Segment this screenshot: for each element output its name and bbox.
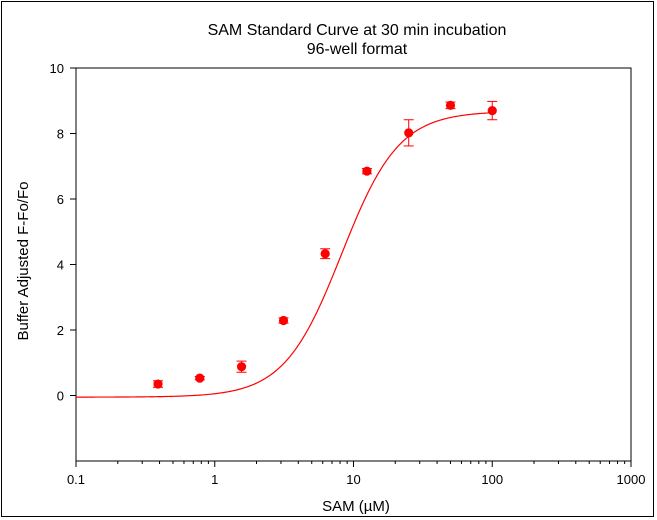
data-point	[153, 379, 162, 388]
x-tick-label: 1	[211, 472, 218, 487]
x-tick-label: 10	[346, 472, 360, 487]
y-tick-label: 8	[57, 127, 64, 142]
data-point	[362, 167, 371, 176]
x-tick-label: 100	[481, 472, 503, 487]
fit-curve	[76, 113, 492, 397]
plot-area	[76, 68, 631, 461]
y-tick-label: 2	[57, 323, 64, 338]
x-tick-label: 1000	[617, 472, 646, 487]
chart-subtitle: 96-well format	[307, 41, 408, 58]
y-tick-label: 4	[57, 258, 64, 273]
y-tick-label: 0	[57, 389, 64, 404]
data-point	[404, 128, 413, 137]
data-point	[195, 374, 204, 383]
chart-title: SAM Standard Curve at 30 min incubation	[208, 22, 507, 39]
y-tick-label: 10	[50, 61, 64, 76]
y-axis-label: Buffer Adjusted F-Fo/Fo	[15, 182, 32, 341]
x-tick-label: 0.1	[67, 472, 85, 487]
x-axis-label: SAM (µM)	[322, 498, 390, 515]
data-point	[321, 249, 330, 258]
data-point	[279, 316, 288, 325]
data-point	[446, 101, 455, 110]
y-tick-label: 6	[57, 192, 64, 207]
data-point	[488, 106, 497, 115]
data-point	[237, 362, 246, 371]
